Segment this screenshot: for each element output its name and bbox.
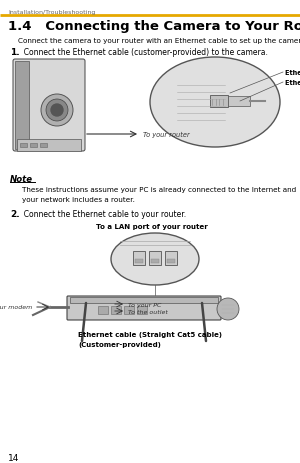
Text: 1.4   Connecting the Camera to Your Router: 1.4 Connecting the Camera to Your Router: [8, 20, 300, 33]
Bar: [165, 251, 177, 265]
Text: To the outlet: To the outlet: [128, 309, 168, 314]
Text: To a LAN port of your router: To a LAN port of your router: [96, 224, 208, 230]
Text: Connect the camera to your router with an Ethernet cable to set up the camera.: Connect the camera to your router with a…: [18, 38, 300, 44]
Bar: [137, 307, 147, 314]
Text: (Customer-provided): (Customer-provided): [78, 341, 161, 347]
Polygon shape: [70, 297, 218, 303]
Circle shape: [41, 95, 73, 127]
Bar: [124, 307, 134, 314]
Bar: [30, 144, 37, 148]
Bar: [167, 259, 175, 263]
Bar: [133, 251, 145, 265]
Circle shape: [217, 298, 239, 320]
Text: 14: 14: [8, 453, 20, 462]
Text: To your router: To your router: [143, 131, 190, 138]
Text: Ethernet port: Ethernet port: [285, 70, 300, 76]
Text: 1.: 1.: [10, 48, 20, 57]
Ellipse shape: [150, 58, 280, 148]
Bar: [20, 144, 27, 148]
FancyBboxPatch shape: [67, 296, 221, 320]
Bar: [151, 259, 159, 263]
Bar: [111, 307, 121, 314]
Text: Ethernet cable: Ethernet cable: [285, 80, 300, 86]
Text: Ethernet cable (Straight Cat5 cable): Ethernet cable (Straight Cat5 cable): [78, 332, 222, 337]
Ellipse shape: [111, 233, 199, 285]
Text: your network includes a router.: your network includes a router.: [22, 197, 135, 203]
Bar: [40, 144, 47, 148]
Bar: [15, 62, 29, 150]
FancyBboxPatch shape: [13, 60, 85, 152]
Text: Connect the Ethernet cable to your router.: Connect the Ethernet cable to your route…: [19, 210, 186, 219]
Bar: [17, 140, 81, 152]
Text: To your modem: To your modem: [0, 305, 32, 310]
Text: Connect the Ethernet cable (customer-provided) to the camera.: Connect the Ethernet cable (customer-pro…: [19, 48, 268, 57]
Text: To your PC: To your PC: [128, 302, 161, 307]
Bar: [149, 251, 161, 265]
Text: These instructions assume your PC is already connected to the Internet and: These instructions assume your PC is alr…: [22, 187, 296, 193]
Text: Note: Note: [10, 175, 33, 184]
Bar: [210, 96, 228, 108]
Circle shape: [46, 100, 68, 122]
Bar: [228, 97, 250, 107]
Bar: [135, 259, 143, 263]
Bar: [98, 307, 108, 314]
Circle shape: [51, 105, 63, 117]
Text: 2.: 2.: [10, 210, 20, 219]
Text: Installation/Troubleshooting: Installation/Troubleshooting: [8, 10, 95, 15]
